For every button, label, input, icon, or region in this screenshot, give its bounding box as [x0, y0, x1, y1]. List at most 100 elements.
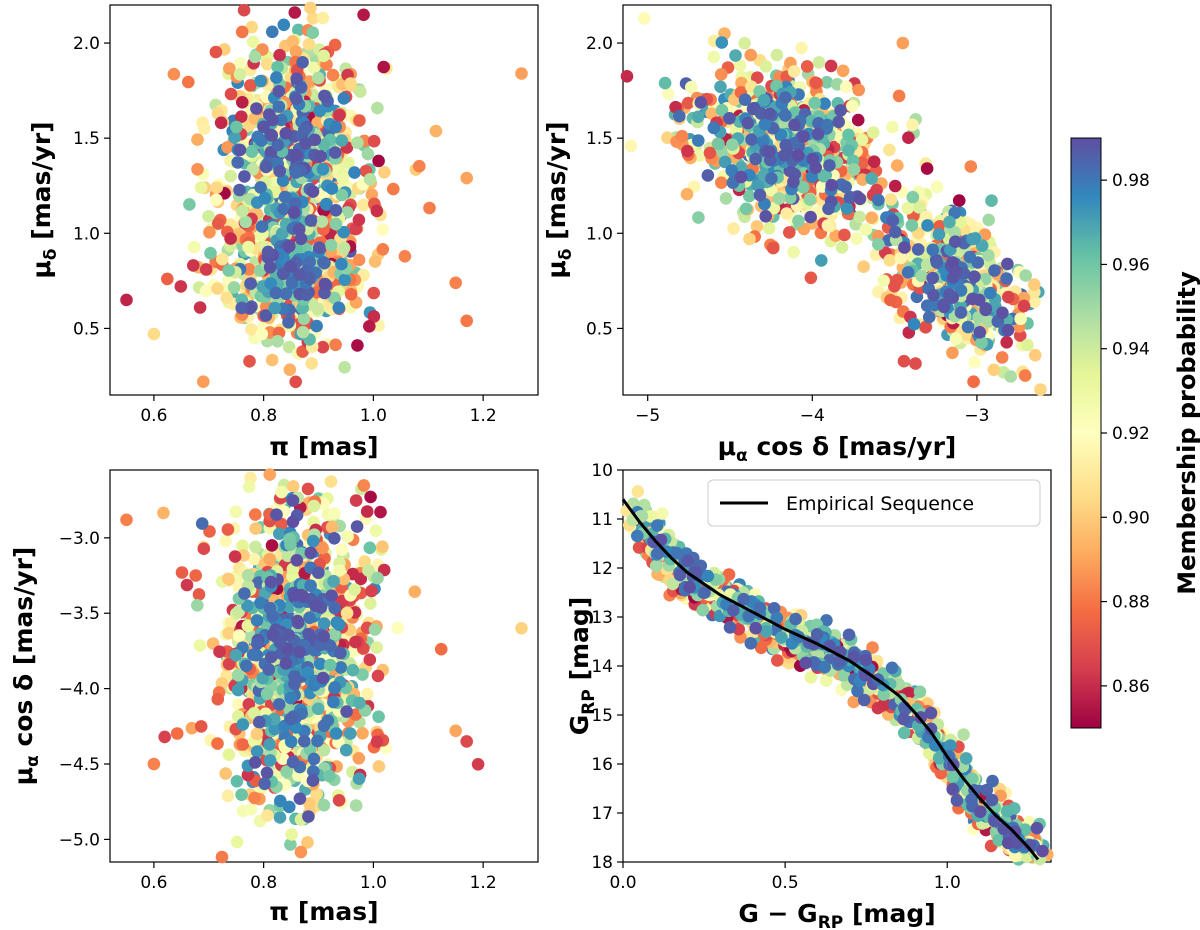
data-point [228, 550, 242, 563]
data-point [915, 269, 928, 283]
y-tick-label: 0.5 [586, 319, 613, 339]
data-point [867, 155, 881, 168]
data-point [762, 222, 776, 235]
data-point [231, 156, 244, 169]
data-point [376, 243, 390, 256]
data-point [333, 564, 346, 577]
data-point [191, 599, 204, 612]
data-point [251, 130, 264, 144]
data-point [147, 757, 161, 771]
data-point [352, 253, 366, 267]
data-point [842, 144, 855, 157]
data-point [258, 192, 272, 205]
data-point [658, 76, 672, 90]
data-point [286, 515, 300, 529]
data-point [323, 658, 337, 672]
data-point [279, 287, 293, 301]
y-tick-label: 0.5 [73, 319, 100, 339]
data-point [229, 648, 243, 662]
data-point [901, 201, 914, 215]
data-point [175, 566, 189, 579]
x-axis-label: μα cos δ [mas/yr] [718, 432, 957, 466]
data-point [254, 74, 267, 88]
data-point [352, 213, 366, 227]
data-point [364, 490, 377, 504]
data-point [289, 45, 303, 58]
data-point [329, 338, 342, 352]
data-point [743, 232, 756, 246]
data-point [235, 110, 248, 123]
data-point [804, 271, 818, 285]
data-point [792, 149, 805, 162]
data-point [317, 617, 331, 630]
data-point [988, 264, 1001, 277]
data-point [338, 361, 351, 374]
data-point [966, 292, 979, 306]
data-point [984, 286, 997, 300]
data-point [1001, 257, 1014, 271]
data-point [296, 590, 310, 603]
data-point [982, 249, 995, 262]
data-point [961, 320, 975, 334]
data-point [638, 11, 651, 25]
data-point [803, 193, 817, 206]
data-point [221, 523, 235, 536]
data-point [943, 215, 956, 229]
data-point [835, 241, 849, 254]
data-point [376, 540, 389, 553]
data-point [901, 266, 915, 279]
data-point [673, 109, 686, 123]
data-point [821, 219, 835, 232]
data-point [968, 355, 981, 369]
data-point [276, 174, 290, 187]
data-point [293, 645, 306, 659]
data-point [743, 189, 756, 203]
data-point [797, 130, 810, 143]
data-point [906, 118, 919, 132]
scatter-panel-parallax-vs-pmdec: 0.6 0.8 1.0 1.20.51.01.52.0 π [mas] μδ [mas… [27, 1, 539, 461]
data-point [449, 724, 463, 738]
data-point [800, 60, 814, 73]
data-point [328, 601, 342, 615]
data-point [369, 524, 383, 537]
data-point [927, 289, 940, 302]
data-point [812, 56, 826, 69]
data-point [744, 48, 757, 62]
data-point [368, 255, 382, 268]
data-point [772, 192, 786, 205]
data-points [620, 11, 1047, 396]
data-point [255, 220, 269, 233]
data-point [193, 639, 207, 652]
data-point [1002, 290, 1015, 304]
data-point [857, 260, 870, 274]
data-point [243, 355, 256, 368]
data-point [230, 835, 244, 849]
data-points [120, 1, 528, 389]
data-point [261, 809, 274, 822]
data-point [316, 340, 330, 354]
data-point [250, 727, 264, 741]
data-point [306, 774, 320, 787]
data-point [957, 728, 970, 741]
data-point [329, 204, 343, 217]
data-point [968, 270, 981, 284]
data-point [973, 326, 987, 339]
data-point [304, 214, 318, 227]
data-point [242, 240, 255, 254]
data-point [779, 109, 792, 122]
data-point [263, 552, 277, 566]
data-point [285, 276, 299, 290]
data-point [337, 241, 351, 255]
data-point [234, 57, 247, 70]
x-tick-label: 0.8 [250, 406, 277, 426]
data-point [921, 219, 934, 232]
data-point [283, 800, 296, 814]
data-point [726, 138, 739, 151]
data-point [912, 201, 926, 214]
data-point [906, 190, 920, 204]
data-point [883, 253, 896, 267]
data-point [237, 3, 251, 17]
data-point [299, 137, 312, 150]
data-point [245, 20, 259, 34]
data-point [865, 172, 878, 185]
